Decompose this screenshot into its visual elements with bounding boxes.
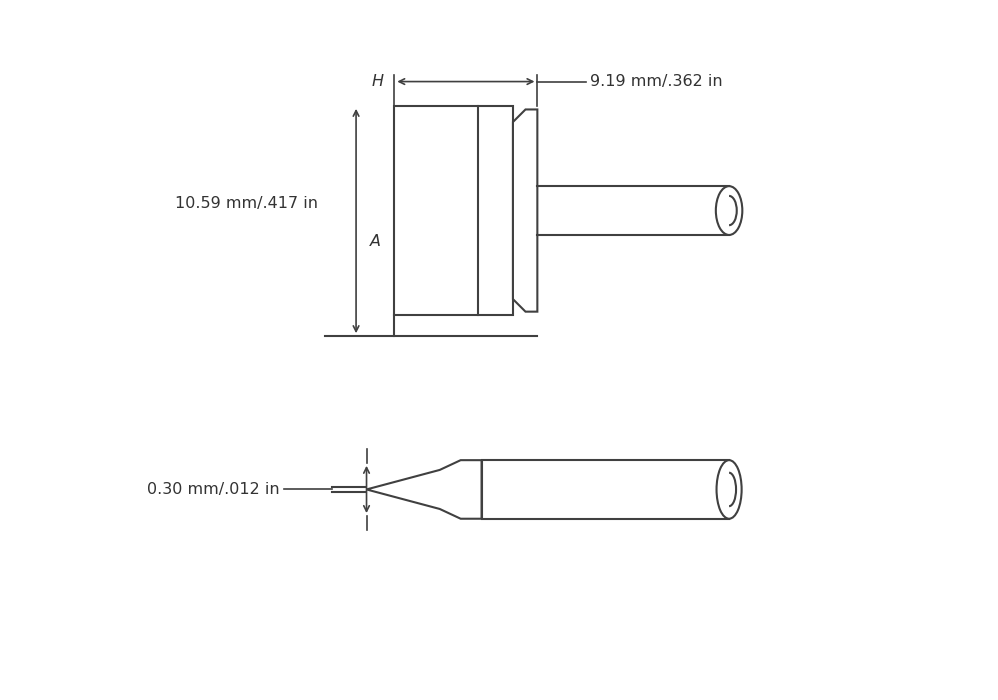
Bar (482, 460, 730, 519)
Text: A: A (370, 234, 381, 249)
Bar (394, 106, 513, 315)
Polygon shape (513, 109, 537, 312)
Ellipse shape (716, 186, 743, 235)
Text: H: H (372, 74, 384, 89)
Polygon shape (366, 460, 482, 519)
Ellipse shape (717, 460, 742, 519)
Text: 10.59 mm/.417 in: 10.59 mm/.417 in (175, 196, 317, 211)
Text: 9.19 mm/.362 in: 9.19 mm/.362 in (590, 74, 723, 89)
Text: 0.30 mm/.012 in: 0.30 mm/.012 in (147, 482, 279, 497)
